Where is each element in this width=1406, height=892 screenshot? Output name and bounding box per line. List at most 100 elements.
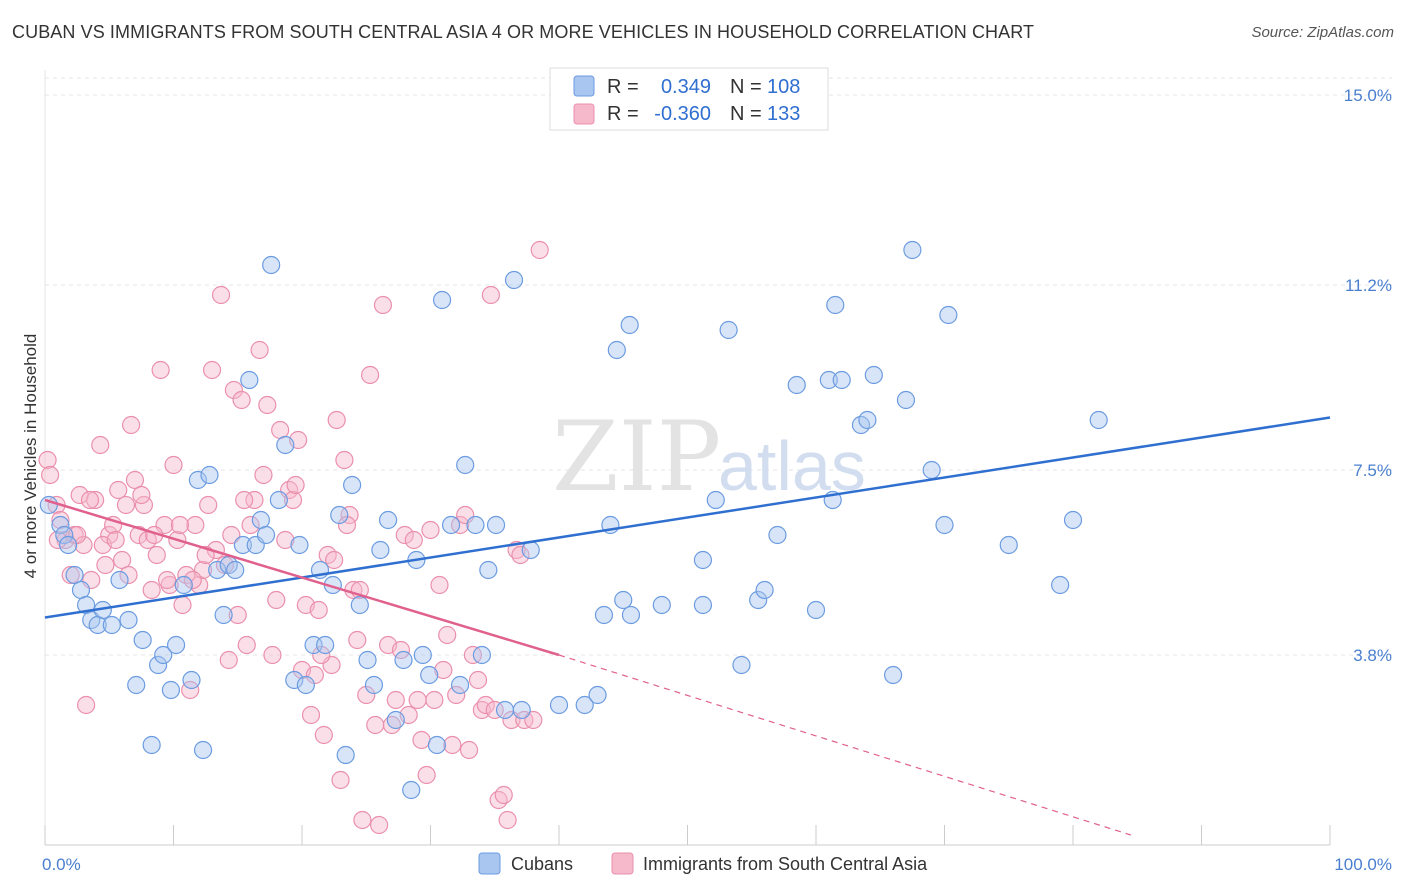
cubans-point <box>999 535 1018 555</box>
cubans-point <box>456 455 475 475</box>
cubans-point <box>787 375 806 395</box>
cubans-point <box>102 615 121 635</box>
cubans-point <box>119 610 138 630</box>
cubans-point <box>495 700 515 720</box>
chart-title: CUBAN VS IMMIGRANTS FROM SOUTH CENTRAL A… <box>12 22 1035 42</box>
cubans-point <box>59 535 78 555</box>
immigrants-point <box>106 530 125 550</box>
immigrants-point <box>481 285 500 305</box>
cubans-point <box>819 370 838 390</box>
immigrants-point <box>325 550 344 570</box>
immigrants-point <box>173 595 192 615</box>
cubans-point <box>621 605 641 625</box>
watermark-zip: ZIP <box>552 401 721 513</box>
immigrants-point <box>386 690 405 710</box>
immigrants-point <box>459 740 479 760</box>
immigrants-point <box>301 705 321 725</box>
immigrants-point <box>132 485 151 505</box>
cubans-point <box>450 675 470 695</box>
immigrants-point <box>357 685 376 705</box>
cubans-point <box>208 560 227 580</box>
cubans-point <box>512 700 531 720</box>
immigrants-point <box>468 670 488 690</box>
immigrants-point <box>121 415 141 435</box>
cubans-point <box>806 600 826 620</box>
immigrants-point <box>250 340 269 360</box>
immigrants-point <box>109 480 128 500</box>
immigrants-point <box>335 450 354 470</box>
cubans-point <box>39 495 58 515</box>
y-tick-label: 15.0% <box>1344 86 1392 105</box>
immigrants-point <box>86 490 105 510</box>
immigrants-point <box>254 465 273 485</box>
immigrants-point <box>80 490 100 510</box>
cubans-point <box>652 595 671 615</box>
immigrants-point <box>498 810 517 830</box>
immigrants-point <box>219 650 238 670</box>
cubans-point <box>166 635 186 655</box>
immigrants-point <box>443 735 462 755</box>
immigrants-point <box>151 360 170 380</box>
immigrants-point <box>91 435 110 455</box>
cubans-point <box>504 270 524 290</box>
immigrants-point <box>77 695 96 715</box>
cubans-point <box>896 390 916 410</box>
immigrants-point <box>199 495 218 515</box>
x-tick-label-min: 0.0% <box>42 855 81 874</box>
immigrants-point <box>211 285 231 305</box>
gridlines <box>45 77 1392 656</box>
immigrants-point <box>485 700 504 720</box>
cubans-point <box>371 540 390 560</box>
cubans-point <box>1089 410 1108 430</box>
bottom-legend-label-cubans: Cubans <box>511 854 573 874</box>
y-tick-label: 7.5% <box>1353 461 1392 480</box>
cubans-point <box>466 515 485 535</box>
cubans-point <box>706 490 725 510</box>
legend-box <box>549 67 829 131</box>
immigrants-point <box>366 715 385 735</box>
immigrants-point <box>125 470 145 490</box>
legend-r-value-cubans: 0.349 <box>661 76 711 98</box>
bottom-legend-swatch-immigrants <box>611 852 634 875</box>
immigrants-point <box>353 810 372 830</box>
immigrants-point <box>267 590 286 610</box>
cubans-point <box>935 515 954 535</box>
immigrants-point <box>241 515 260 535</box>
cubans-point <box>413 645 432 665</box>
immigrants-point <box>245 490 264 510</box>
legend-n-label-cubans: N = <box>730 76 762 98</box>
cubans-point <box>594 605 614 625</box>
series-cubans-points <box>39 90 1108 800</box>
series-legend: Cubans Immigrants from South Central Asi… <box>478 852 928 875</box>
immigrants-point <box>305 665 324 685</box>
cubans-point <box>350 595 369 615</box>
cubans-point <box>200 465 219 485</box>
cubans-trend-line <box>44 416 1331 619</box>
cubans-point <box>864 365 883 385</box>
immigrants-point <box>112 550 132 570</box>
immigrants-point <box>530 240 549 260</box>
cubans-point <box>826 295 845 315</box>
immigrants-point <box>142 580 161 600</box>
immigrants-point <box>228 605 247 625</box>
immigrants-point <box>202 360 222 380</box>
y-tick-label: 11.2% <box>1345 276 1392 295</box>
immigrants-point <box>447 685 466 705</box>
cubans-point <box>939 305 958 325</box>
immigrants-point <box>314 725 333 745</box>
immigrants-point <box>524 710 543 730</box>
cubans-point <box>549 695 569 715</box>
cubans-point <box>1063 510 1083 530</box>
immigrants-point <box>361 365 380 385</box>
legend-r-label-immigrants: R = <box>607 103 639 125</box>
immigrants-point <box>438 625 457 645</box>
immigrants-point <box>425 690 444 710</box>
immigrants-point <box>222 525 241 545</box>
watermark: ZIP atlas <box>552 401 866 513</box>
immigrants-point <box>157 570 177 590</box>
cubans-point <box>290 535 309 555</box>
cubans-point <box>358 650 377 670</box>
immigrants-point <box>373 295 393 315</box>
immigrants-point <box>119 565 138 585</box>
cubans-point <box>51 515 70 535</box>
